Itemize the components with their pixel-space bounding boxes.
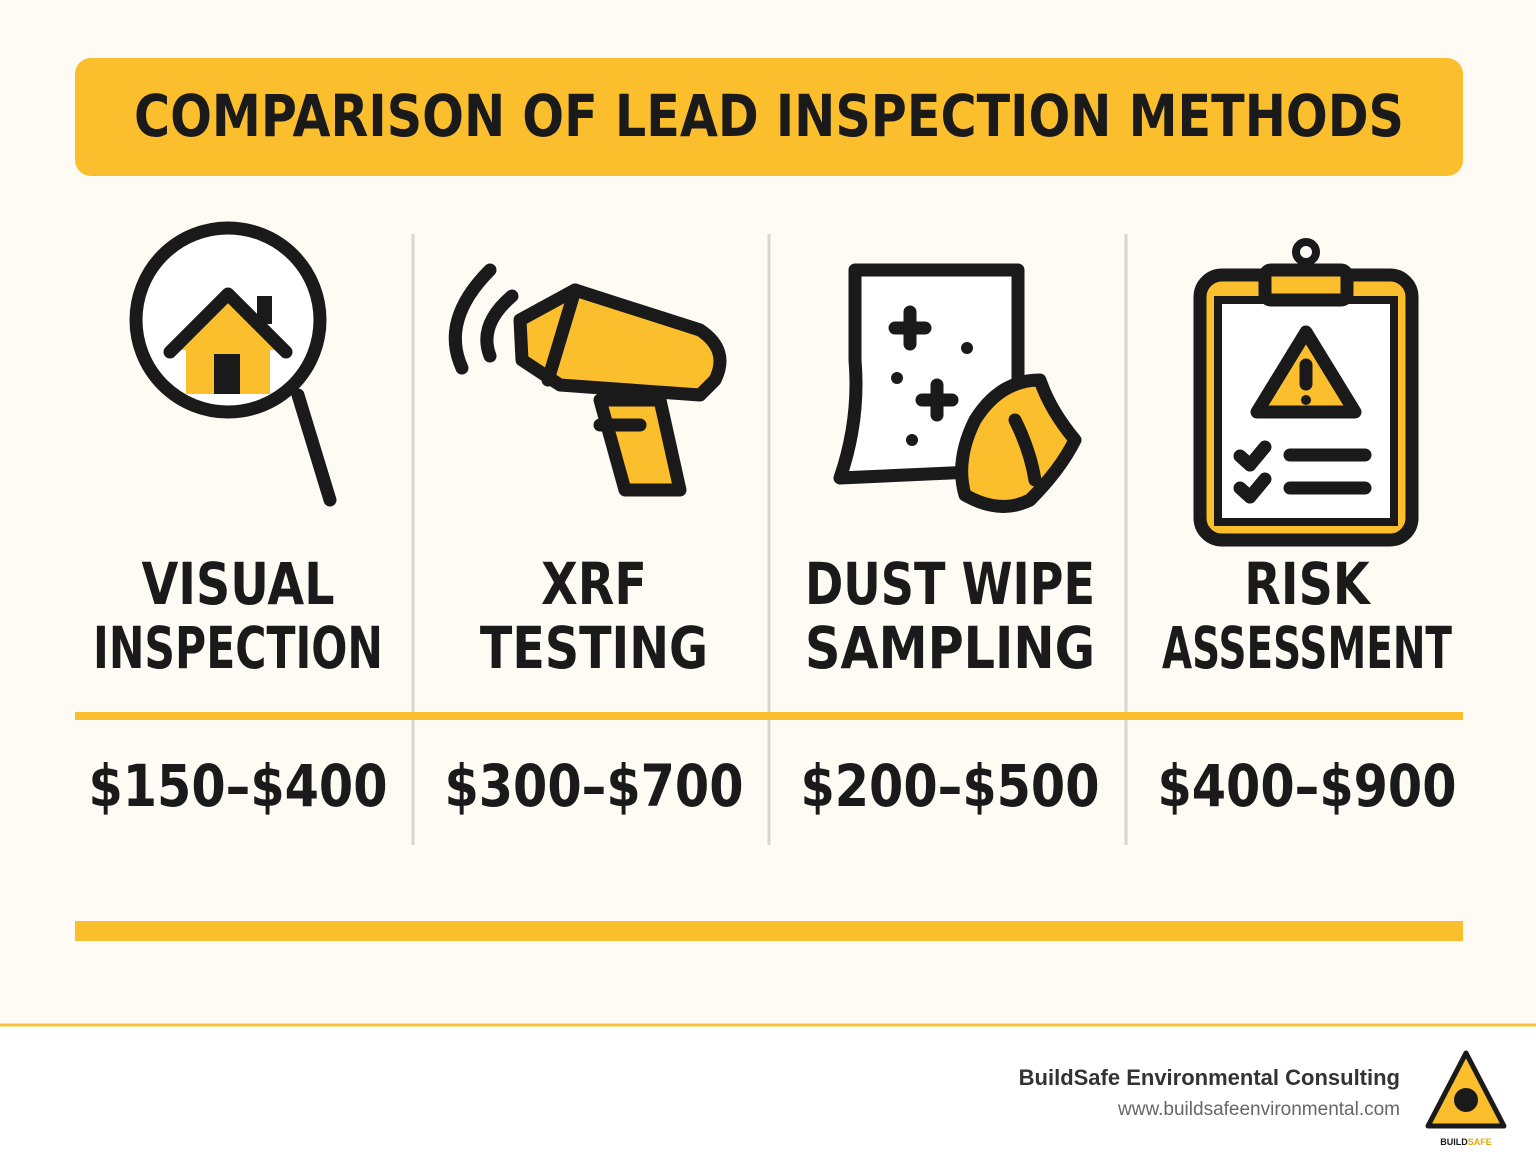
method-label: DUST WIPE: [805, 550, 1095, 618]
logo-safe: SAFE: [1468, 1137, 1492, 1147]
price: $200–$500: [800, 752, 1099, 820]
title-bar: [75, 58, 1463, 176]
company-url: www.buildsafeenvironmental.com: [1117, 1099, 1400, 1120]
separator: [75, 712, 1463, 720]
icon-dust: [833, 263, 1082, 513]
dividers: [411, 234, 1128, 845]
title: COMPARISON OF LEAD INSPECTION METHODS: [134, 82, 1404, 150]
logo: BUILDSAFE: [1425, 1050, 1507, 1147]
price: $300–$700: [444, 752, 743, 820]
method-label: VISUAL: [141, 550, 334, 618]
company-name: BuildSafe Environmental Consulting: [1019, 1065, 1400, 1090]
icon-visual: [129, 221, 337, 507]
icon-risk: [1193, 238, 1419, 547]
method-label: ASSESSMENT: [1162, 614, 1452, 682]
method-label: TESTING: [480, 614, 708, 682]
svg-text:BUILDSAFE: BUILDSAFE: [1440, 1137, 1492, 1147]
footer: [0, 1025, 1536, 1154]
icon-xrf: [448, 263, 727, 497]
method-label: INSPECTION: [93, 614, 383, 682]
method-label: SAMPLING: [805, 614, 1095, 682]
price: $400–$900: [1157, 752, 1456, 820]
bottom-bar: [75, 921, 1463, 941]
price: $150–$400: [88, 752, 387, 820]
logo-build: BUILD: [1440, 1137, 1468, 1147]
method-label: XRF: [541, 550, 647, 618]
method-label: RISK: [1244, 550, 1371, 618]
